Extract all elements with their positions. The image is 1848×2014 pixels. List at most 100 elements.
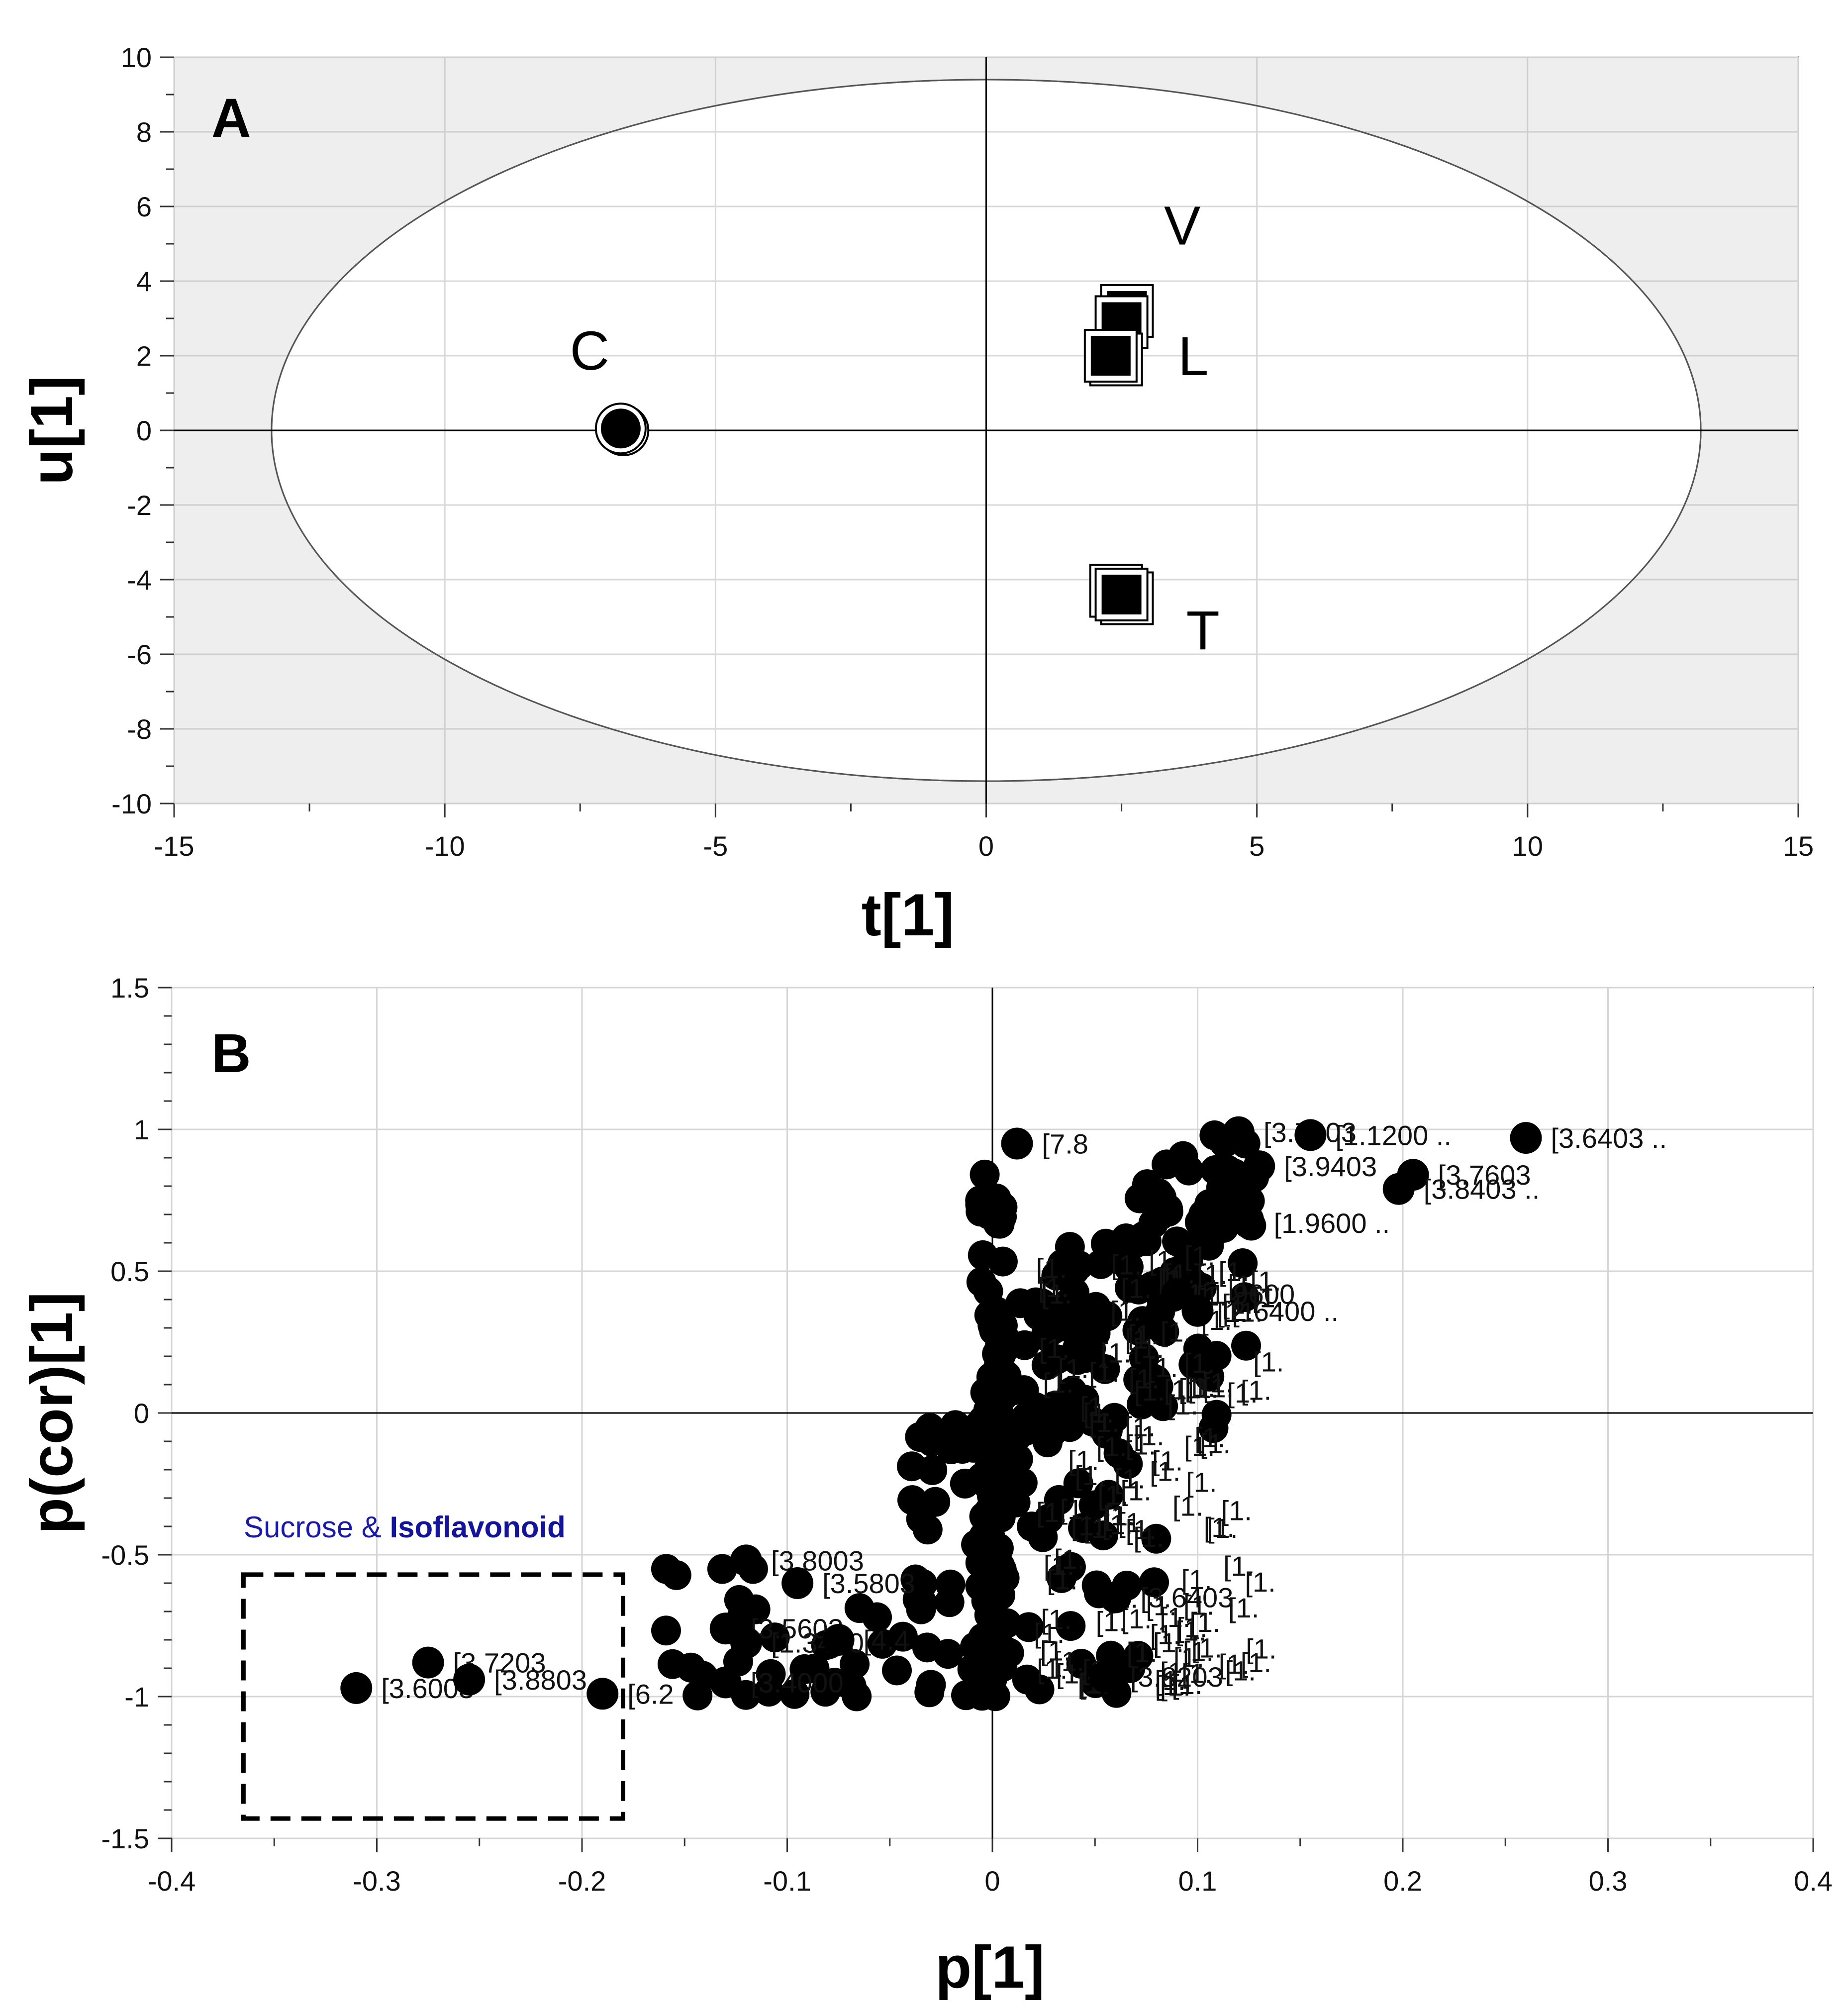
loading-point	[970, 1159, 1000, 1190]
loading-point	[951, 1680, 981, 1711]
loading-point	[907, 1588, 937, 1618]
overlapping-point-label: [1.	[1125, 1411, 1156, 1442]
overlapping-point-label: [1.	[1083, 1398, 1114, 1429]
y-tick-label: -8	[127, 713, 152, 745]
overlapping-point-label: [1.	[1040, 1635, 1071, 1667]
overlapping-point-label: [1.	[1191, 1632, 1222, 1663]
loading-point	[968, 1240, 998, 1270]
loading-point	[1078, 1490, 1109, 1520]
panel-a-letter: A	[211, 88, 251, 149]
labeled-loading-point	[586, 1678, 619, 1710]
loading-point-label: [3.8203	[1130, 1661, 1223, 1693]
x-tick-label: -0.2	[558, 1865, 606, 1897]
loading-point-label: [7.8	[1042, 1128, 1088, 1160]
loading-point	[1229, 1282, 1260, 1312]
y-tick-label: 1.5	[110, 972, 149, 1004]
overlapping-point-label: [1.	[1126, 1636, 1157, 1668]
overlapping-point-label: [1.	[1155, 1670, 1186, 1701]
overlapping-point-label: [1.	[1071, 1510, 1102, 1541]
overlapping-point-label: [1.	[1128, 1319, 1159, 1350]
loading-point	[940, 1410, 971, 1440]
loading-point-label: [3.9403	[1284, 1151, 1377, 1182]
loading-point	[819, 1668, 850, 1698]
loading-point	[992, 1608, 1022, 1638]
overlapping-point-label: [1.	[1120, 1475, 1151, 1507]
overlapping-point-label: [1.	[1186, 1466, 1217, 1498]
loading-point	[1003, 1444, 1033, 1474]
score-point-C-fill	[600, 408, 641, 449]
overlapping-point-label: [1.	[1241, 1375, 1271, 1406]
panel-b-ticks: -0.4 -0.3 -0.2 -0.1 0 0.1 0.2 0.3 0.4 1.5 1 0.5 0 -0.…	[101, 972, 1833, 1897]
overlapping-point-label: [1.	[1246, 1633, 1276, 1665]
overlapping-point-label: [1.	[1175, 1615, 1206, 1647]
overlapping-point-label: [1.	[1039, 1333, 1070, 1364]
overlapping-point-label: [1.	[1184, 1371, 1215, 1403]
overlapping-point-label: [1.	[1176, 1611, 1207, 1643]
loading-point	[1162, 1226, 1192, 1257]
labeled-loading-point	[1382, 1173, 1415, 1205]
overlapping-point-label: [1.	[1134, 1375, 1165, 1407]
overlapping-point-label: [1.	[1060, 1494, 1091, 1525]
y-tick-label: 1	[134, 1114, 149, 1145]
overlapping-point-label: [1.	[1178, 1373, 1209, 1405]
x-tick-label: 0.1	[1178, 1865, 1217, 1897]
loading-point	[991, 1361, 1022, 1391]
overlapping-point-label: [1.	[1044, 1550, 1074, 1581]
group-label-L: L	[1178, 326, 1208, 387]
overlapping-point-label: [1.	[1171, 1669, 1202, 1700]
overlapping-point-label: [1.	[1189, 1607, 1220, 1638]
overlapping-point-label: [1.	[1147, 1352, 1178, 1383]
labeled-loading-point	[1243, 1150, 1275, 1183]
overlapping-point-label: [1.	[1034, 1617, 1065, 1649]
loading-point	[983, 1314, 1014, 1344]
loading-point-label: [6.2	[627, 1678, 674, 1710]
overlapping-point-label: [1.	[1100, 1337, 1131, 1369]
loading-point	[1103, 1438, 1134, 1468]
loading-point	[1055, 1412, 1085, 1442]
loading-point	[1139, 1567, 1169, 1598]
loading-point	[1205, 1156, 1235, 1187]
overlapping-point-label: [1.	[1202, 1367, 1233, 1399]
highlight-dashed-box	[241, 1572, 625, 1821]
loading-point	[1141, 1523, 1171, 1554]
panel-b-y-axis-title: p(cor)[1]	[18, 1292, 85, 1534]
x-tick-label: -0.1	[763, 1865, 811, 1897]
loading-point	[950, 1468, 980, 1499]
x-tick-label: -0.3	[353, 1865, 401, 1897]
loading-point	[979, 1543, 1010, 1574]
loading-point	[1063, 1468, 1093, 1499]
labeled-loading-point	[1001, 1127, 1033, 1160]
overlapping-point-label: [1.	[1184, 1430, 1215, 1462]
panel-a-points	[594, 284, 1154, 625]
overlapping-point-label: [1.	[1038, 1272, 1069, 1303]
overlapping-point-label: [1.	[1149, 1244, 1179, 1276]
overlapping-point-label: [1.	[1068, 1444, 1099, 1476]
overlapping-point-label: [1.	[1037, 1653, 1068, 1685]
overlapping-point-label: [1.	[1153, 1627, 1184, 1658]
loading-point	[1012, 1664, 1042, 1695]
score-point-T-fill	[1101, 575, 1142, 614]
x-tick-label: 15	[1783, 830, 1814, 862]
loading-point	[1066, 1648, 1096, 1679]
panel-a-y-axis-title: u[1]	[18, 376, 85, 485]
loading-point-label: [3.4000	[751, 1667, 844, 1699]
x-tick-label: -0.4	[148, 1865, 196, 1897]
overlapping-point-label: [1.	[1133, 1521, 1164, 1553]
labeled-loading-point	[1233, 1207, 1265, 1239]
overlapping-point-label: [1.	[1203, 1372, 1234, 1404]
y-tick-label: -0.5	[101, 1539, 150, 1571]
loading-point	[657, 1649, 687, 1679]
overlapping-point-label: [1.	[1088, 1407, 1119, 1438]
loading-point	[707, 1554, 737, 1584]
loading-point	[1059, 1304, 1089, 1334]
overlapping-point-label: [1.	[1121, 1273, 1152, 1304]
loading-point	[840, 1649, 870, 1679]
loading-point	[1011, 1402, 1041, 1432]
loading-point	[958, 1432, 988, 1463]
loading-point-label: [1.9600	[1202, 1279, 1295, 1310]
overlapping-point-label: [1.	[1074, 1460, 1105, 1491]
loading-point	[1152, 1149, 1182, 1180]
overlapping-point-label: [1.	[1150, 1618, 1181, 1650]
overlapping-point-label: [1.	[1129, 1363, 1160, 1395]
loading-point	[1076, 1333, 1106, 1364]
